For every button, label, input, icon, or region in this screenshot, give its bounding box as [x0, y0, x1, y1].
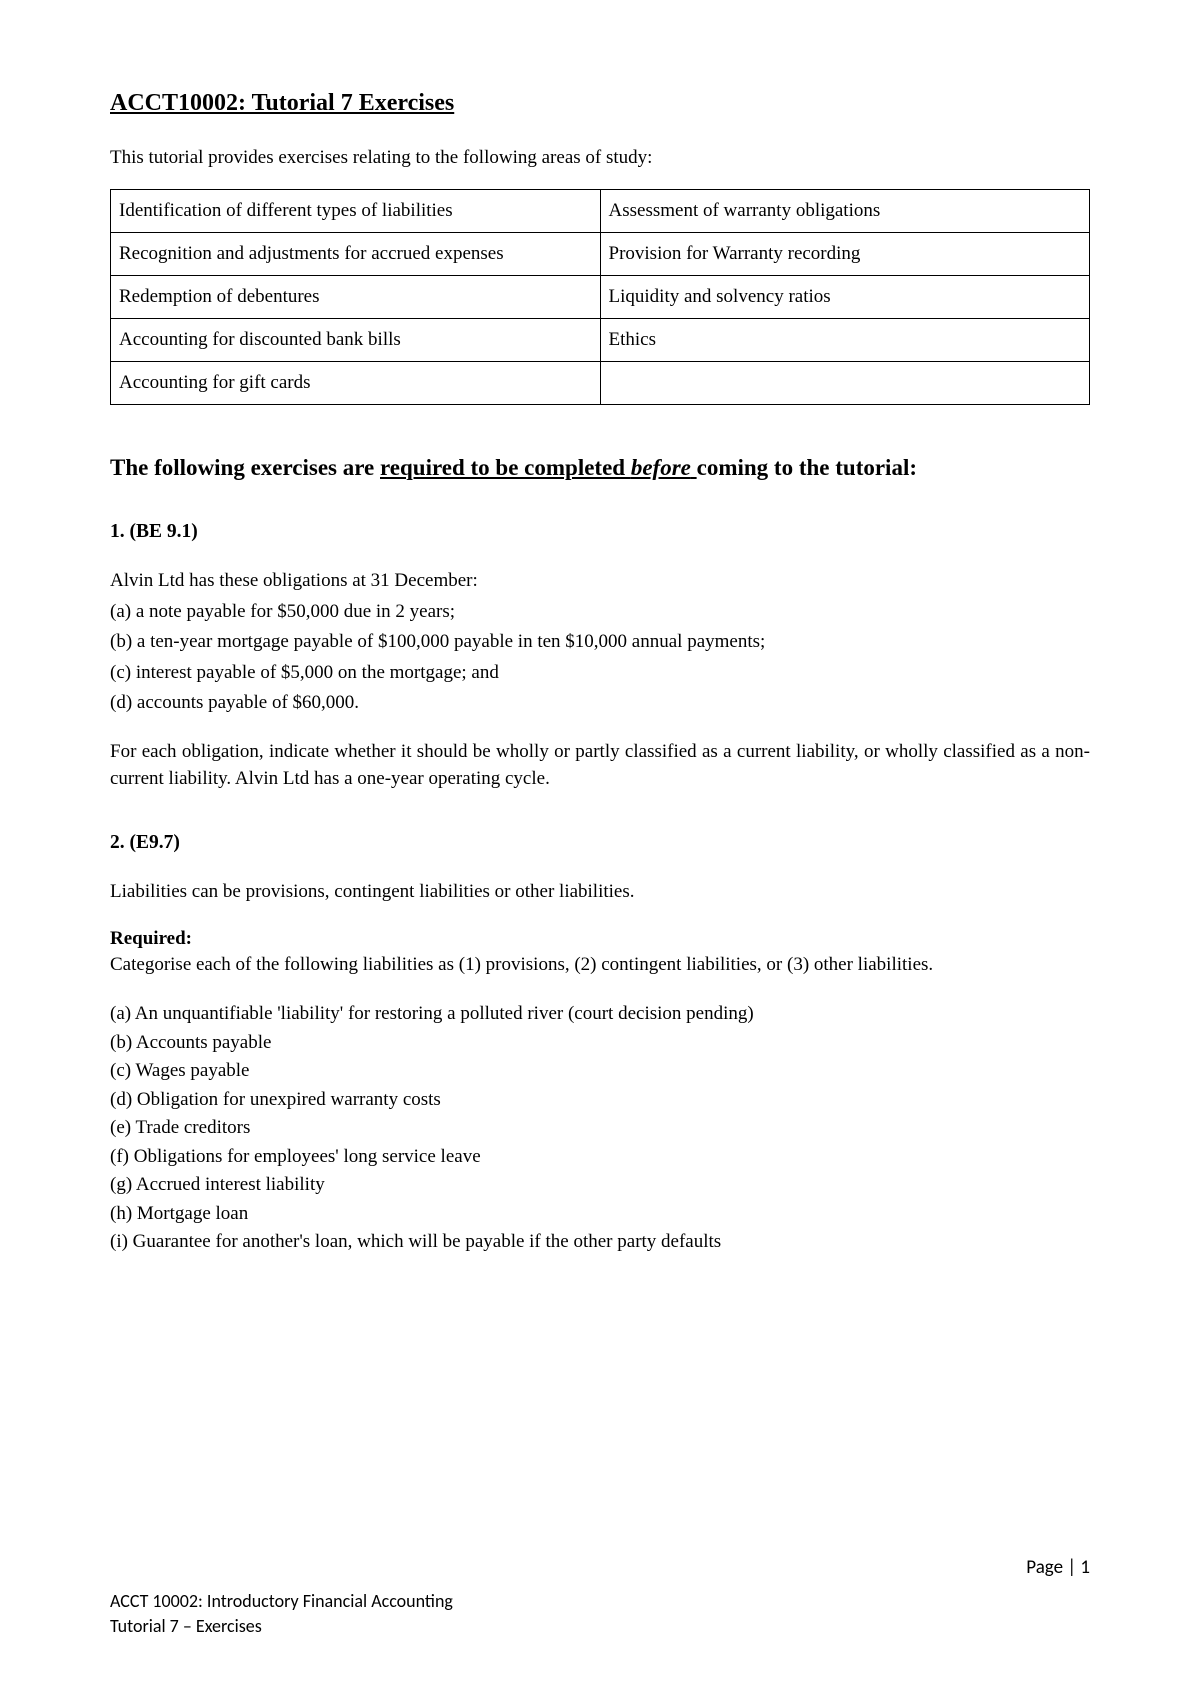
exercise-2: 2. (E9.7) Liabilities can be provisions,…: [110, 832, 1090, 1257]
exercise-items-list: (a) An unquantifiable 'liability' for re…: [110, 1000, 1090, 1257]
table-cell: Identification of different types of lia…: [111, 190, 601, 233]
exercise-item: (d) Obligation for unexpired warranty co…: [110, 1086, 1090, 1115]
exercise-item: (f) Obligations for employees' long serv…: [110, 1143, 1090, 1172]
table-cell: Recognition and adjustments for accrued …: [111, 233, 601, 276]
areas-of-study-table: Identification of different types of lia…: [110, 189, 1090, 405]
table-cell: Accounting for gift cards: [111, 362, 601, 405]
exercise-item: (e) Trade creditors: [110, 1114, 1090, 1143]
exercise-item: (a) a note payable for $50,000 due in 2 …: [110, 599, 1090, 626]
exercise-item: (c) interest payable of $5,000 on the mo…: [110, 660, 1090, 687]
exercise-item: (g) Accrued interest liability: [110, 1171, 1090, 1200]
heading-text-end: coming to the tutorial:: [697, 455, 917, 480]
table-cell: Assessment of warranty obligations: [600, 190, 1090, 233]
exercise-item: (b) a ten-year mortgage payable of $100,…: [110, 629, 1090, 656]
required-text: Categorise each of the following liabili…: [110, 952, 1090, 979]
exercise-item: (c) Wages payable: [110, 1057, 1090, 1086]
intro-text: This tutorial provides exercises relatin…: [110, 147, 1090, 169]
exercise-number: 1. (BE 9.1): [110, 521, 1090, 543]
page-number: Page | 1: [110, 1556, 1090, 1579]
section-heading: The following exercises are required to …: [110, 445, 1090, 491]
table-row: Accounting for discounted bank bills Eth…: [111, 319, 1090, 362]
exercise-item: (i) Guarantee for another's loan, which …: [110, 1228, 1090, 1257]
table-cell: Liquidity and solvency ratios: [600, 276, 1090, 319]
required-label: Required:: [110, 928, 1090, 950]
footer-course: ACCT 10002: Introductory Financial Accou…: [110, 1589, 1090, 1613]
exercise-intro: Alvin Ltd has these obligations at 31 De…: [110, 568, 1090, 595]
exercise-1: 1. (BE 9.1) Alvin Ltd has these obligati…: [110, 521, 1090, 792]
table-row: Recognition and adjustments for accrued …: [111, 233, 1090, 276]
table-cell: Ethics: [600, 319, 1090, 362]
table-row: Redemption of debentures Liquidity and s…: [111, 276, 1090, 319]
table-row: Accounting for gift cards: [111, 362, 1090, 405]
page-title: ACCT10002: Tutorial 7 Exercises: [110, 90, 1090, 117]
heading-text: The following exercises are: [110, 455, 380, 480]
exercise-question: For each obligation, indicate whether it…: [110, 739, 1090, 792]
exercise-item: (b) Accounts payable: [110, 1029, 1090, 1058]
exercise-intro: Liabilities can be provisions, contingen…: [110, 879, 1090, 906]
exercise-number: 2. (E9.7): [110, 832, 1090, 854]
heading-underlined: required to be completed: [380, 455, 631, 480]
table-cell: Provision for Warranty recording: [600, 233, 1090, 276]
exercise-item: (d) accounts payable of $60,000.: [110, 690, 1090, 717]
exercise-item: (a) An unquantifiable 'liability' for re…: [110, 1000, 1090, 1029]
table-cell: Accounting for discounted bank bills: [111, 319, 601, 362]
heading-italic: before: [631, 455, 691, 480]
table-row: Identification of different types of lia…: [111, 190, 1090, 233]
table-cell: Redemption of debentures: [111, 276, 601, 319]
page-footer: Page | 1 ACCT 10002: Introductory Financ…: [110, 1556, 1090, 1638]
table-cell: [600, 362, 1090, 405]
footer-tutorial: Tutorial 7 – Exercises: [110, 1614, 1090, 1638]
exercise-item: (h) Mortgage loan: [110, 1200, 1090, 1229]
